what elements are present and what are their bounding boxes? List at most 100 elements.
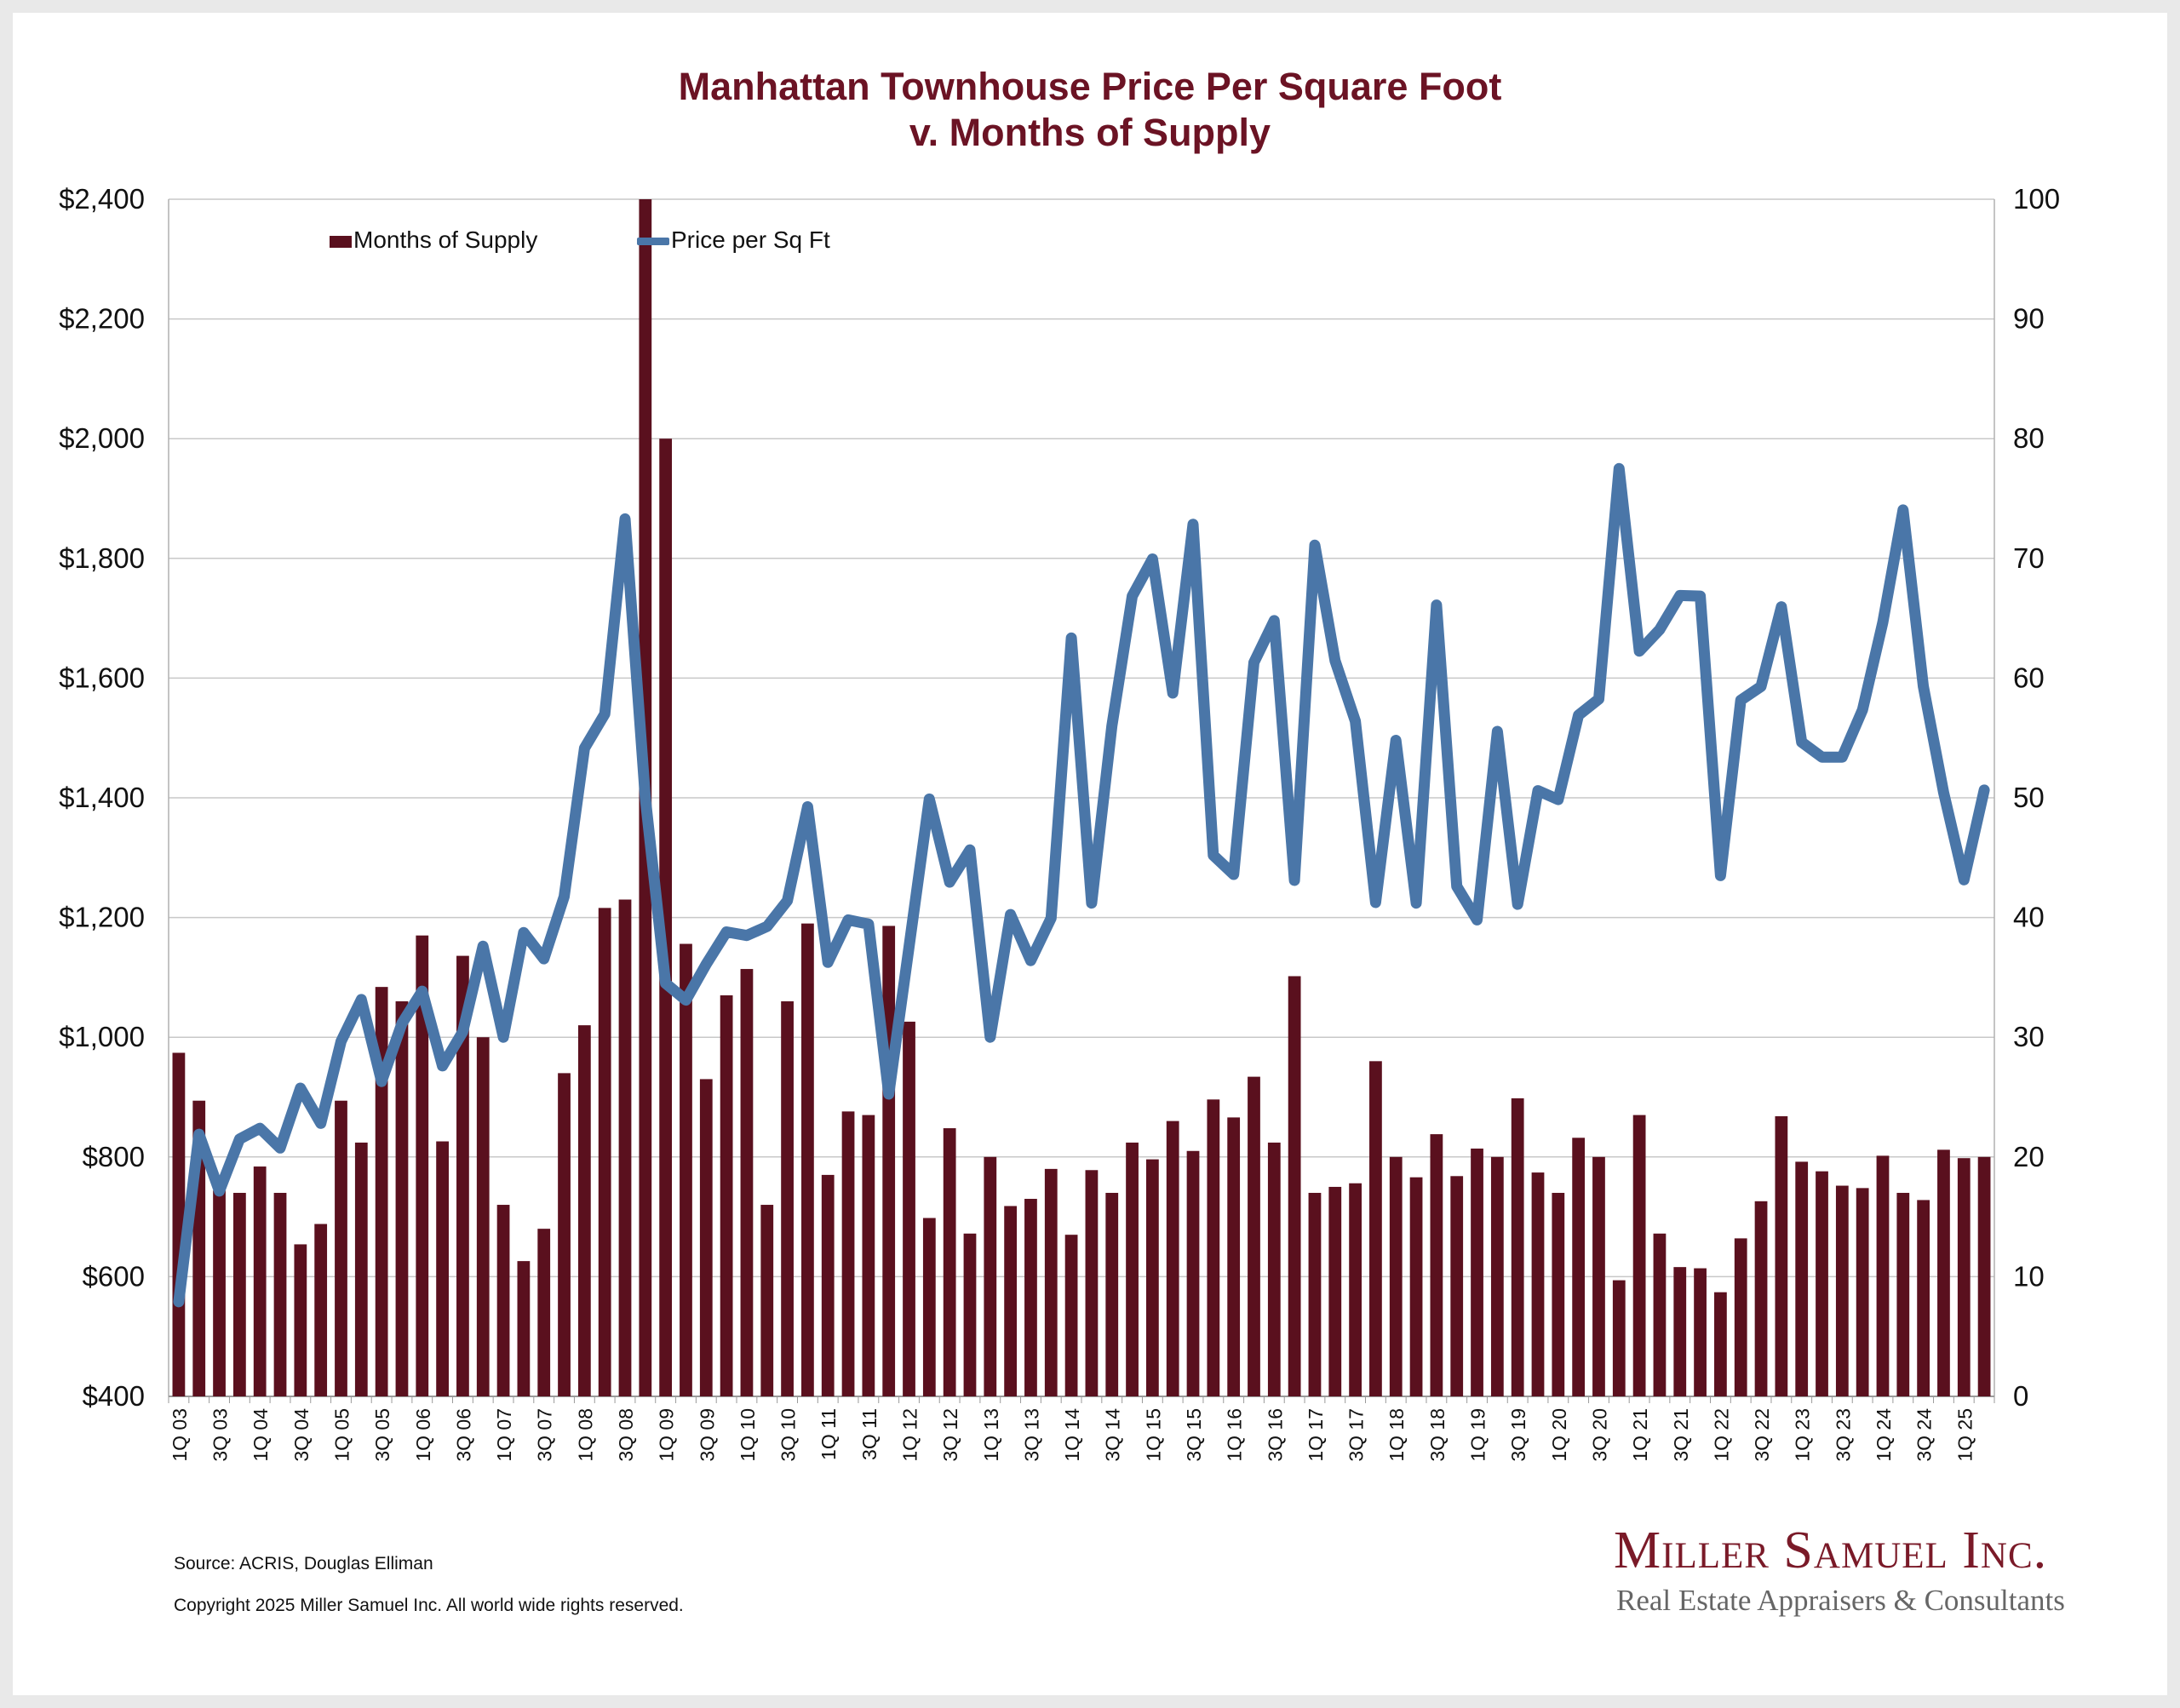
- bar: [1876, 1155, 1890, 1396]
- chart-title-line-1: Manhattan Townhouse Price Per Square Foo…: [678, 65, 1502, 108]
- bar: [354, 1142, 368, 1396]
- price-point: [1132, 595, 1133, 597]
- bar: [1328, 1186, 1342, 1396]
- bar: [841, 1111, 855, 1396]
- bar: [1308, 1192, 1322, 1396]
- price-point: [1273, 620, 1275, 622]
- bar: [1490, 1156, 1504, 1396]
- x-tick-label: 3Q 22: [1751, 1408, 1773, 1462]
- bar: [760, 1205, 774, 1396]
- price-point: [543, 958, 545, 960]
- price-point: [1578, 714, 1580, 716]
- price-point: [1760, 685, 1762, 687]
- bar: [801, 923, 814, 1396]
- bar: [618, 899, 632, 1396]
- bar: [963, 1233, 977, 1396]
- y-left-tick-label: $1,400: [59, 782, 145, 813]
- y-left-tick-label: $2,200: [59, 303, 145, 335]
- bar: [558, 1073, 571, 1396]
- legend-swatch-bars: [330, 235, 352, 248]
- bar: [1511, 1098, 1524, 1396]
- price-point: [1659, 628, 1661, 630]
- price-point: [1111, 725, 1113, 727]
- chart-title-line-2: v. Months of Supply: [909, 111, 1271, 154]
- bar: [1714, 1292, 1727, 1396]
- x-tick-label: 1Q 18: [1385, 1408, 1408, 1462]
- bar: [659, 438, 673, 1397]
- x-tick-label: 3Q 08: [615, 1408, 637, 1462]
- x-tick-label: 1Q 12: [899, 1408, 921, 1462]
- bar: [436, 1141, 449, 1396]
- price-point: [1983, 789, 1985, 791]
- bar: [232, 1192, 246, 1396]
- price-point: [1456, 886, 1458, 887]
- bar: [1816, 1171, 1828, 1396]
- price-point: [462, 1031, 463, 1033]
- bar: [1430, 1134, 1443, 1396]
- bar: [598, 908, 611, 1396]
- y-left-tick-label: $800: [83, 1141, 145, 1172]
- bar: [416, 935, 429, 1396]
- y-right-tick-label: 40: [2013, 902, 2045, 933]
- price-point: [238, 1138, 240, 1140]
- bar: [1409, 1177, 1423, 1396]
- bar: [781, 1001, 794, 1396]
- y-left-tick-label: $2,400: [59, 183, 145, 215]
- price-point: [1314, 544, 1316, 546]
- x-tick-label: 1Q 05: [330, 1408, 353, 1462]
- y-right-tick-label: 10: [2013, 1260, 2045, 1292]
- source-note: Source: ACRIS, Douglas Elliman: [174, 1554, 433, 1573]
- bar: [314, 1224, 328, 1396]
- bar: [1207, 1099, 1220, 1396]
- x-tick-label: 3Q 20: [1588, 1408, 1610, 1462]
- bar: [1227, 1117, 1241, 1396]
- price-point: [766, 926, 768, 927]
- bar: [1471, 1148, 1483, 1396]
- price-point: [969, 849, 971, 851]
- bar: [1105, 1192, 1119, 1396]
- price-point: [928, 798, 930, 800]
- bar: [1795, 1161, 1809, 1396]
- bar: [1004, 1206, 1018, 1396]
- y-left-tick-label: $1,000: [59, 1021, 145, 1052]
- price-point: [1030, 960, 1031, 961]
- company-logo-name: Miller Samuel Inc.: [1614, 1522, 2048, 1579]
- bar: [1734, 1238, 1747, 1396]
- x-tick-label: 3Q 11: [858, 1408, 881, 1460]
- price-point: [1821, 756, 1823, 758]
- price-point: [1517, 903, 1518, 905]
- bar: [1248, 1076, 1260, 1396]
- legend-swatch-line: [637, 238, 669, 246]
- bar: [1957, 1158, 1971, 1396]
- bar: [1917, 1200, 1930, 1396]
- x-tick-label: 1Q 23: [1792, 1408, 1814, 1462]
- bar: [740, 969, 754, 1396]
- x-tick-label: 3Q 17: [1345, 1408, 1368, 1462]
- bar: [496, 1205, 510, 1396]
- bar: [1754, 1201, 1768, 1396]
- price-series-line: [173, 462, 1990, 1308]
- price-point: [726, 931, 727, 932]
- x-tick-label: 3Q 14: [1102, 1408, 1124, 1462]
- x-tick-label: 3Q 09: [696, 1408, 718, 1462]
- x-tick-label: 3Q 06: [452, 1408, 474, 1462]
- bar: [882, 926, 896, 1396]
- bar: [1632, 1115, 1646, 1396]
- x-tick-label: 3Q 12: [939, 1408, 961, 1462]
- price-point: [401, 1023, 403, 1024]
- price-point: [1050, 917, 1052, 919]
- bar: [172, 1052, 186, 1396]
- x-tick-label: 3Q 23: [1832, 1408, 1854, 1462]
- x-tick-label: 3Q 18: [1426, 1408, 1449, 1462]
- x-tick-label: 3Q 24: [1913, 1408, 1936, 1462]
- y-right-tick-label: 90: [2013, 303, 2045, 335]
- price-point: [1700, 595, 1701, 597]
- company-logo-tagline: Real Estate Appraisers & Consultants: [1616, 1584, 2065, 1617]
- bar: [922, 1218, 936, 1396]
- bar: [1896, 1192, 1910, 1396]
- price-point: [1923, 685, 1925, 687]
- y-right-tick-label: 50: [2013, 782, 2045, 813]
- bar: [1653, 1233, 1667, 1396]
- bar: [537, 1229, 551, 1396]
- bar: [680, 943, 692, 1396]
